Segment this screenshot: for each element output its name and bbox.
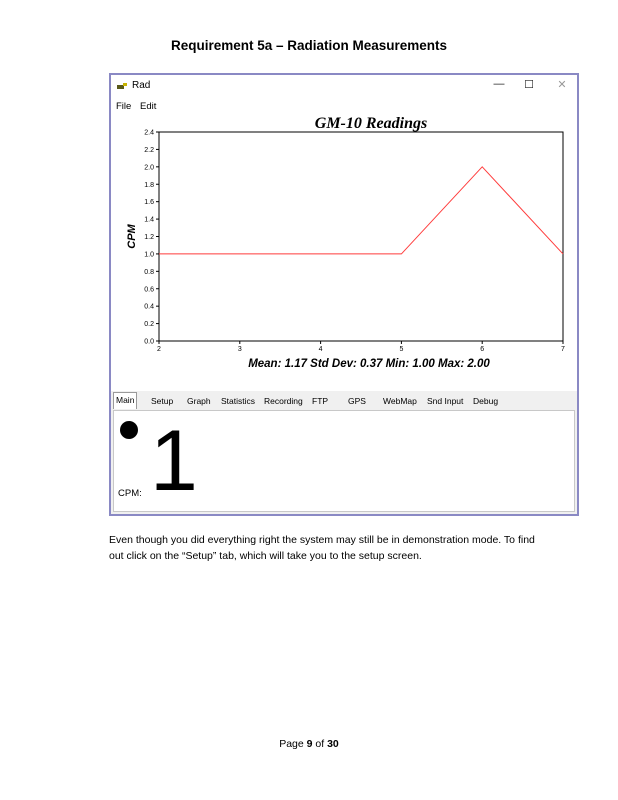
menu-bar: File Edit <box>111 99 577 115</box>
footer-page-total: 30 <box>327 738 339 750</box>
body-paragraph: Even though you did everything right the… <box>109 534 535 562</box>
y-tick-label: 2.4 <box>144 130 154 137</box>
y-tick-label: 2.0 <box>144 164 154 171</box>
rad-app-window: Rad — ☐ ✕ File Edit GM-10 Readings 0.0 0.2… <box>109 73 579 516</box>
tab-setup[interactable]: Setup <box>151 396 174 406</box>
y-axis-label: CPM <box>126 223 138 248</box>
minimize-icon[interactable]: — <box>493 78 505 90</box>
tab-main[interactable]: Main <box>113 392 138 409</box>
x-tick-label: 4 <box>319 346 323 353</box>
status-indicator-icon <box>120 421 138 439</box>
tab-statistics[interactable]: Statistics <box>221 396 256 406</box>
y-tick-label: 1.6 <box>144 199 154 206</box>
tab-ftp[interactable]: FTP <box>312 396 329 406</box>
stats-line: Mean: 1.17 Std Dev: 0.37 Min: 1.00 Max: … <box>248 358 490 370</box>
y-tick-label: 0.2 <box>144 321 154 328</box>
chart-title: GM-10 Readings <box>315 115 427 132</box>
page-footer: Page 9 of 30 <box>0 738 618 750</box>
close-icon[interactable]: ✕ <box>557 79 567 91</box>
document-heading: Requirement 5a – Radiation Measurements <box>170 38 448 53</box>
tab-recording[interactable]: Recording <box>264 396 303 406</box>
app-icon <box>117 83 127 89</box>
tab-graph[interactable]: Graph <box>187 396 211 406</box>
x-tick-label: 2 <box>157 346 161 353</box>
y-tick-label: 1.2 <box>144 234 154 241</box>
footer-middle: of <box>312 738 328 750</box>
tab-strip: Main Setup Graph Statistics Recording FT… <box>111 391 577 411</box>
y-tick-label: 1.0 <box>144 251 154 258</box>
x-tick-label: 5 <box>399 346 403 353</box>
tab-webmap[interactable]: WebMap <box>383 396 417 406</box>
y-tick-label: 1.4 <box>144 217 154 224</box>
cpm-label: CPM: <box>118 488 142 499</box>
menu-edit[interactable]: Edit <box>140 101 157 112</box>
y-tick-label: 0.0 <box>144 339 154 346</box>
title-bar[interactable]: Rad — ☐ ✕ <box>111 75 577 99</box>
plot-frame <box>158 131 564 342</box>
y-tick-label: 0.6 <box>144 286 154 293</box>
tab-gps[interactable]: GPS <box>348 396 366 406</box>
main-tab-panel: 1 CPM: <box>113 410 575 512</box>
x-tick-label: 3 <box>238 346 242 353</box>
chart-area: GM-10 Readings 0.0 0.2 0.4 0.6 0.8 1.0 1.2 1.4 1.… <box>111 115 577 391</box>
window-title: Rad <box>132 80 151 91</box>
x-tick-label: 7 <box>561 346 565 353</box>
footer-page-number: 9 <box>306 738 313 750</box>
y-tick-label: 0.4 <box>144 304 154 311</box>
series-line <box>159 166 564 255</box>
gm10-chart: GM-10 Readings 0.0 0.2 0.4 0.6 0.8 1.0 1.2 1.4 1.… <box>126 115 565 370</box>
maximize-icon[interactable]: ☐ <box>524 79 534 91</box>
y-tick-label: 2.2 <box>144 147 154 154</box>
cpm-value: 1 <box>150 413 198 509</box>
footer-prefix: Page <box>279 738 307 750</box>
tab-snd-input[interactable]: Snd Input <box>427 396 464 406</box>
y-tick-label: 1.8 <box>144 182 154 189</box>
menu-file[interactable]: File <box>116 101 132 112</box>
tab-debug[interactable]: Debug <box>473 396 499 406</box>
y-tick-label: 0.8 <box>144 269 154 276</box>
x-tick-label: 6 <box>480 346 484 353</box>
